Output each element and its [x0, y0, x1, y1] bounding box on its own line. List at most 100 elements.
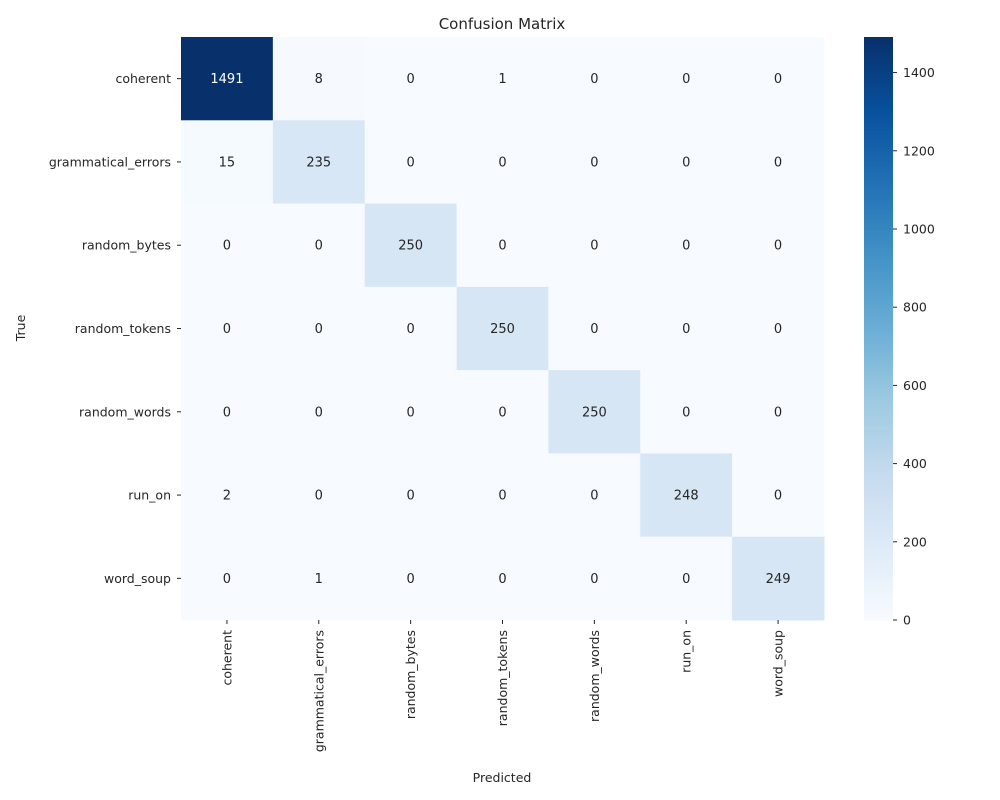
colorbar-segment	[864, 39, 893, 44]
colorbar-segment	[864, 398, 893, 402]
colorbar-segment	[864, 587, 893, 592]
x-axis-label: Predicted	[473, 770, 532, 785]
colorbar-tick-label: 200	[903, 534, 927, 549]
colorbar-segment	[864, 118, 893, 123]
colorbar-segment	[864, 404, 893, 408]
colorbar-segment	[864, 176, 893, 181]
colorbar-segment	[864, 334, 893, 338]
colorbar-segment	[864, 63, 893, 67]
colorbar-segment	[864, 144, 893, 149]
heatmap-cell	[181, 453, 274, 538]
colorbar-segment	[864, 153, 893, 158]
heatmap-cell	[640, 370, 733, 454]
colorbar-segment	[864, 337, 893, 341]
colorbar-segment	[864, 95, 893, 99]
heatmap-cell	[732, 120, 825, 205]
colorbar-segment	[864, 325, 893, 330]
y-axis-label: True	[13, 314, 28, 342]
cell-value-label: 0	[498, 489, 506, 504]
colorbar-tick-label: 400	[903, 456, 927, 471]
cell-value-label: 0	[223, 239, 231, 254]
colorbar-segment	[864, 220, 893, 225]
colorbar-segment	[864, 590, 893, 595]
colorbar-segment	[864, 270, 893, 274]
colorbar-segment	[864, 281, 893, 286]
colorbar-segment	[864, 395, 893, 400]
colorbar-segment	[864, 497, 893, 502]
colorbar-segment	[864, 57, 893, 61]
heatmap-cell	[732, 37, 825, 121]
cell-value-label: 0	[774, 239, 782, 254]
colorbar-segment	[864, 139, 893, 143]
heatmap-cell	[640, 536, 733, 621]
colorbar-segment	[864, 208, 893, 213]
colorbar-segment	[864, 375, 893, 379]
colorbar-segment	[864, 345, 893, 350]
colorbar-segment	[864, 471, 893, 475]
heatmap-cell	[272, 453, 366, 538]
heatmap-cell	[364, 37, 458, 121]
colorbar-segment	[864, 77, 893, 82]
colorbar-segment	[864, 418, 893, 423]
colorbar-segment	[864, 124, 893, 128]
heatmap-cell	[456, 37, 549, 121]
colorbar-segment	[864, 42, 893, 47]
heatmap-cell	[272, 370, 366, 454]
colorbar-segment	[864, 45, 893, 50]
colorbar-segment	[864, 401, 893, 405]
cell-value-label: 235	[306, 155, 331, 170]
colorbar-segment	[864, 302, 893, 306]
colorbar-segment	[864, 509, 893, 513]
cell-value-label: 0	[590, 322, 598, 337]
x-tick-label: random_tokens	[495, 630, 510, 726]
cell-value-label: 15	[219, 155, 236, 170]
colorbar-segment	[864, 535, 893, 539]
colorbar-segment	[864, 51, 893, 56]
heatmap-cell	[548, 536, 641, 621]
colorbar-segment	[864, 378, 893, 382]
colorbar-segment	[864, 354, 893, 359]
cell-value-label: 1	[315, 572, 323, 587]
colorbar-tick-label: 800	[903, 300, 927, 315]
colorbar-segment	[864, 369, 893, 373]
colorbar-segment	[864, 439, 893, 443]
colorbar-segment	[864, 602, 893, 607]
cell-value-label: 250	[398, 239, 423, 254]
colorbar-segment	[864, 191, 893, 196]
colorbar-segment	[864, 258, 893, 263]
colorbar-tick-label: 600	[903, 378, 927, 393]
heatmap-cell	[640, 120, 733, 205]
colorbar-tick-label: 1200	[903, 143, 935, 158]
colorbar-segment	[864, 246, 893, 251]
colorbar-segment	[864, 488, 893, 493]
heatmap-cell	[364, 536, 458, 621]
colorbar-segment	[864, 284, 893, 289]
colorbar-segment	[864, 617, 893, 621]
x-tick-label: grammatical_errors	[311, 630, 326, 752]
heatmap-cell	[640, 286, 733, 371]
colorbar-segment	[864, 526, 893, 531]
heatmap-cell	[456, 370, 549, 454]
colorbar-segment	[864, 273, 893, 277]
heatmap-cell	[548, 37, 641, 121]
cell-value-label: 0	[315, 322, 323, 337]
colorbar-segment	[864, 162, 893, 166]
heatmap-cell	[732, 203, 825, 288]
cell-value-label: 0	[223, 322, 231, 337]
colorbar-segment	[864, 413, 893, 417]
heatmap-cell	[640, 453, 733, 538]
cell-value-label: 0	[682, 155, 690, 170]
colorbar-segment	[864, 200, 893, 204]
colorbar-segment	[864, 54, 893, 59]
colorbar-segment	[864, 445, 893, 449]
colorbar-segment	[864, 532, 893, 537]
colorbar-segment	[864, 555, 893, 560]
colorbar-segment	[864, 576, 893, 580]
colorbar-segment	[864, 313, 893, 318]
heatmap-cell	[181, 120, 274, 205]
colorbar-segment	[864, 150, 893, 155]
colorbar-segment	[864, 331, 893, 335]
cell-value-label: 1491	[210, 72, 243, 87]
